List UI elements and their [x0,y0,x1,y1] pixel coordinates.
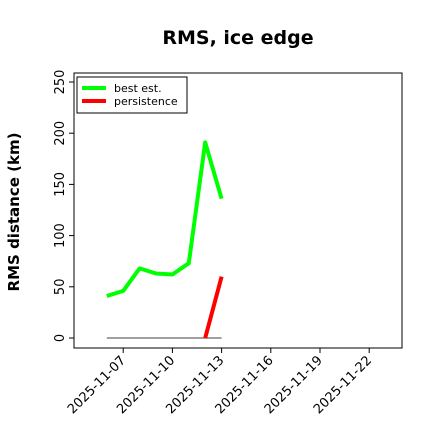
legend: best est.persistence [76,76,188,114]
plot-frame [73,72,403,349]
series-line-best-est [106,140,224,298]
legend-label: best est. [114,82,162,95]
y-tick-label: 250 [53,70,68,95]
legend-box [76,76,188,114]
plot-area [106,140,224,339]
y-tick-label: 50 [53,279,68,296]
x-axis: 2025-11-072025-11-102025-11-132025-11-16… [65,348,375,417]
y-tick-label: 0 [53,334,68,342]
series-line-persistence [203,276,224,339]
legend-label: persistence [114,95,178,108]
y-axis: 0 50 100 150 200 250 [53,70,74,342]
y-tick-label: 100 [53,223,68,248]
y-tick-label: 200 [53,121,68,146]
y-axis-label: RMS distance (km) [5,133,23,292]
chart-title: RMS, ice edge [162,27,313,49]
y-tick-label: 150 [53,172,68,197]
